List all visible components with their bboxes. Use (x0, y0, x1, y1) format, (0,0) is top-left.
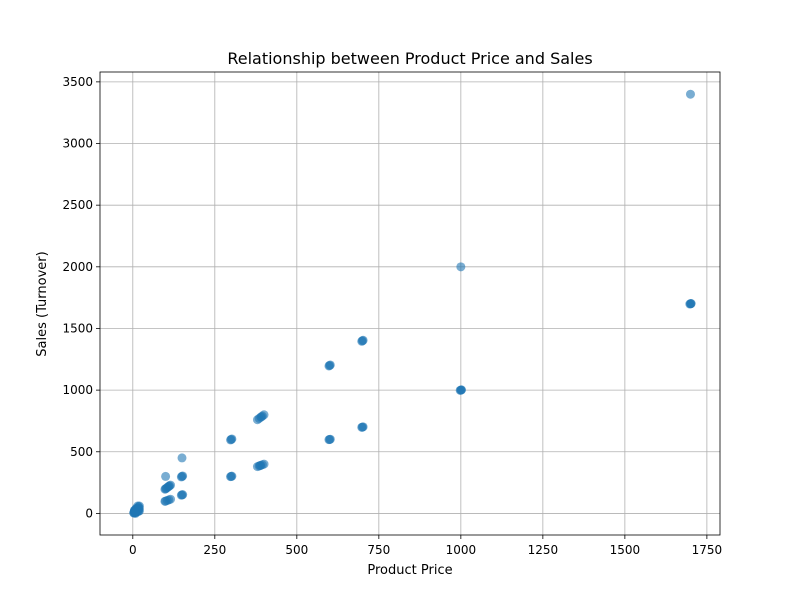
x-tick-label: 250 (203, 543, 226, 557)
data-point (178, 490, 188, 500)
data-points (129, 89, 696, 518)
data-point (324, 361, 334, 371)
data-point (226, 472, 236, 482)
data-point (165, 481, 175, 491)
y-tick-label: 1000 (62, 383, 93, 397)
x-tick-label: 1000 (446, 543, 477, 557)
data-point (130, 507, 140, 517)
x-axis-label: Product Price (367, 563, 452, 578)
data-point (177, 453, 187, 463)
data-point (685, 89, 695, 99)
data-point (456, 262, 466, 272)
y-tick-label: 0 (85, 506, 93, 520)
chart-title: Relationship between Product Price and S… (227, 49, 592, 68)
data-point (357, 422, 367, 432)
x-tick-label: 1250 (528, 543, 559, 557)
y-tick-label: 3500 (62, 75, 93, 89)
data-point (324, 435, 334, 445)
y-tick-label: 3000 (62, 137, 93, 151)
y-tick-label: 2000 (62, 260, 93, 274)
data-point (686, 299, 696, 309)
data-point (456, 385, 466, 395)
y-tick-label: 2500 (62, 198, 93, 212)
y-tick-label: 1500 (62, 321, 93, 335)
x-tick-label: 1500 (610, 543, 641, 557)
data-point (255, 461, 265, 471)
plot-frame (99, 71, 721, 536)
y-axis-label: Sales (Turnover) (35, 251, 50, 356)
data-point (178, 471, 188, 481)
y-tick-label: 500 (70, 445, 93, 459)
data-point (357, 336, 367, 346)
x-tick-label: 1750 (692, 543, 723, 557)
axis-ticks: 0 250 500 750 1000 1250 1500 1750 0 500 1000 1500 20… (62, 75, 722, 557)
data-point (226, 435, 236, 445)
x-tick-label: 750 (367, 543, 390, 557)
x-tick-label: 500 (285, 543, 308, 557)
data-point (256, 412, 266, 422)
grid (100, 72, 720, 535)
data-point (160, 496, 170, 506)
data-point (161, 471, 171, 481)
x-tick-label: 0 (129, 543, 137, 557)
